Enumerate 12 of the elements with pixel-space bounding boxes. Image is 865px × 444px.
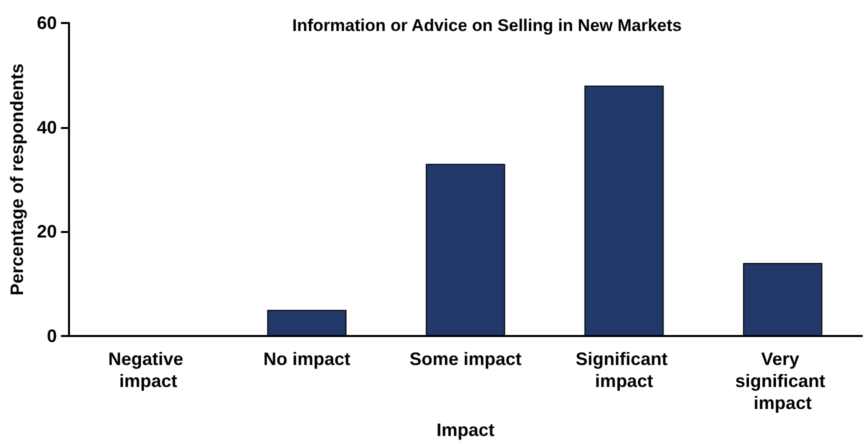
y-tick-label: 40: [36, 117, 57, 138]
x-tick-label: Some impact: [409, 349, 522, 369]
x-tick-label: Negative impact: [108, 349, 188, 391]
chart-title: Information or Advice on Selling in New Markets: [292, 16, 682, 35]
x-tick-label: No impact: [263, 349, 350, 369]
x-tick-label: Significant impact: [576, 349, 673, 391]
x-axis-title: Impact: [436, 420, 494, 440]
y-tick-label: 60: [36, 13, 57, 33]
y-tick-label: 0: [46, 326, 57, 346]
y-tick-label: 20: [36, 222, 57, 242]
x-tick-label: Very significant impact: [735, 349, 830, 413]
y-axis-title: Percentage of respondents: [7, 63, 27, 296]
